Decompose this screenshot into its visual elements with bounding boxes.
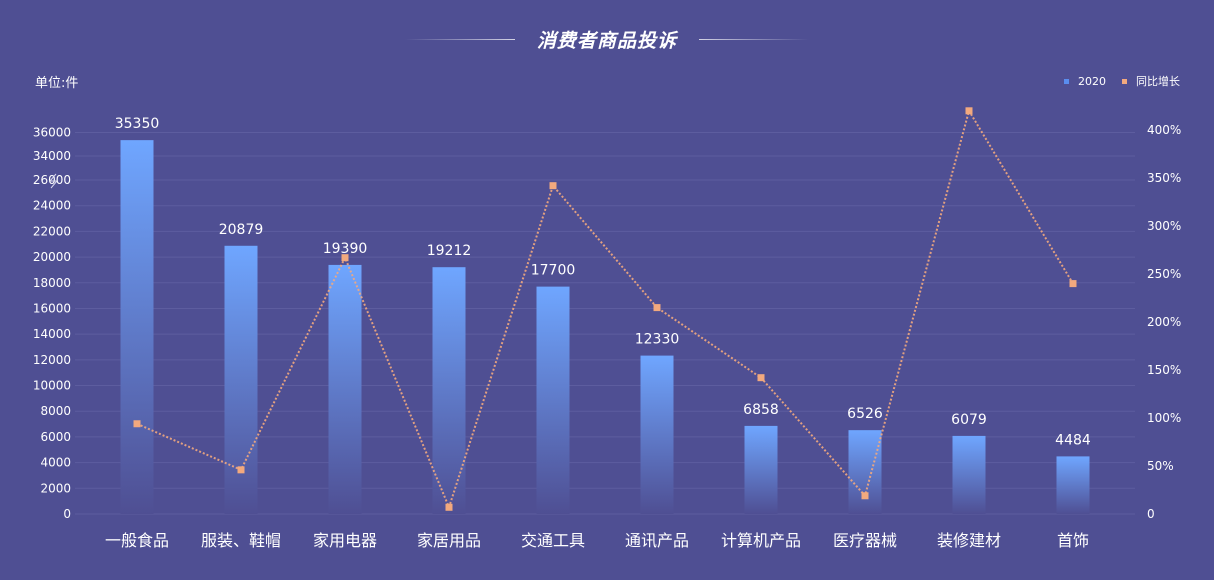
x-tick-label: 服装、鞋帽 — [201, 531, 281, 550]
x-tick-label: 家居用品 — [417, 531, 481, 550]
y-left-tick-label: 24000 — [33, 199, 71, 213]
y-left-tick-label: 12000 — [33, 353, 71, 367]
y-right-tick-label: 50% — [1147, 459, 1174, 473]
growth-point — [445, 503, 453, 511]
bar-value-label: 6526 — [847, 406, 883, 422]
y-left-tick-label: 26000 — [33, 173, 71, 187]
bar — [120, 140, 154, 514]
legend-label-bar: 2020 — [1078, 74, 1106, 88]
x-tick-label: 计算机产品 — [721, 531, 801, 550]
y-right-tick-label: 150% — [1147, 363, 1181, 377]
growth-point — [133, 420, 141, 428]
legend-label-line: 同比增长 — [1136, 75, 1180, 88]
bar — [952, 435, 986, 514]
bar-value-label: 19390 — [323, 241, 368, 257]
x-tick-label: 通讯产品 — [625, 531, 689, 550]
y-left-tick-label: 22000 — [33, 224, 71, 238]
growth-point — [757, 374, 765, 382]
bar-value-label: 35350 — [115, 116, 160, 132]
y-left-tick-label: 10000 — [33, 379, 71, 393]
x-tick-label: 装修建材 — [937, 531, 1001, 550]
x-tick-label: 家用电器 — [313, 531, 377, 550]
legend: 2020 同比增长 — [1048, 73, 1180, 89]
title-bar: 消费者商品投诉 — [0, 26, 1214, 53]
growth-point — [653, 304, 661, 312]
y-right-tick-label: 250% — [1147, 267, 1181, 281]
axis-break-icon — [48, 173, 59, 189]
chart-title: 消费者商品投诉 — [536, 30, 677, 52]
y-left-tick-label: 6000 — [40, 430, 71, 444]
y-left-tick-label: 8000 — [40, 404, 71, 418]
legend-swatch-bar — [1064, 78, 1069, 84]
y-left-tick-label: 14000 — [33, 327, 71, 341]
y-right-tick-label: 200% — [1147, 315, 1181, 329]
bar — [640, 355, 674, 514]
y-right-tick-label: 0 — [1147, 507, 1155, 521]
bar-value-label: 12330 — [635, 332, 680, 348]
bar — [536, 286, 570, 514]
growth-point — [237, 466, 245, 474]
bar-value-label: 17700 — [531, 263, 576, 279]
growth-line — [136, 108, 1074, 511]
growth-point — [1069, 280, 1077, 288]
legend-swatch-line — [1122, 78, 1127, 84]
y-right-tick-label: 350% — [1147, 171, 1181, 185]
growth-point — [965, 107, 973, 115]
growth-point — [341, 254, 349, 262]
y-left-tick-label: 0 — [63, 507, 71, 521]
x-tick-label: 交通工具 — [521, 531, 585, 550]
bar-value-label: 4484 — [1055, 432, 1091, 448]
x-tick-label: 医疗器械 — [833, 531, 897, 550]
title-decoration-left — [404, 39, 515, 40]
bar — [224, 245, 258, 514]
bar-value-label: 19212 — [427, 243, 472, 259]
bar-value-label: 20879 — [219, 222, 264, 238]
growth-point — [549, 182, 557, 190]
bar-value-label: 6858 — [743, 402, 779, 418]
y-left-tick-label: 34000 — [33, 149, 71, 163]
y-right-tick-label: 400% — [1147, 123, 1181, 137]
title-decoration-right — [699, 39, 809, 40]
y-left-tick-label: 4000 — [40, 456, 71, 470]
growth-point — [861, 492, 869, 500]
y-left-tick-label: 2000 — [40, 481, 71, 495]
bar — [744, 425, 778, 514]
bar — [328, 264, 362, 514]
y-right-tick-label: 300% — [1147, 219, 1181, 233]
bar — [1056, 456, 1090, 514]
legend-item-line[interactable]: 同比增长 — [1122, 73, 1180, 89]
unit-label: 单位:件 — [35, 76, 79, 91]
legend-item-bar[interactable]: 2020 — [1064, 75, 1106, 88]
x-tick-label: 一般食品 — [105, 531, 169, 550]
y-left-tick-label: 36000 — [33, 126, 71, 140]
y-left-tick-label: 20000 — [33, 250, 71, 264]
bar-value-label: 6079 — [951, 412, 987, 428]
y-left-tick-label: 18000 — [33, 276, 71, 290]
y-right-tick-label: 100% — [1147, 411, 1181, 425]
bar — [848, 430, 882, 514]
x-tick-label: 首饰 — [1057, 531, 1089, 550]
y-left-tick-label: 16000 — [33, 301, 71, 315]
